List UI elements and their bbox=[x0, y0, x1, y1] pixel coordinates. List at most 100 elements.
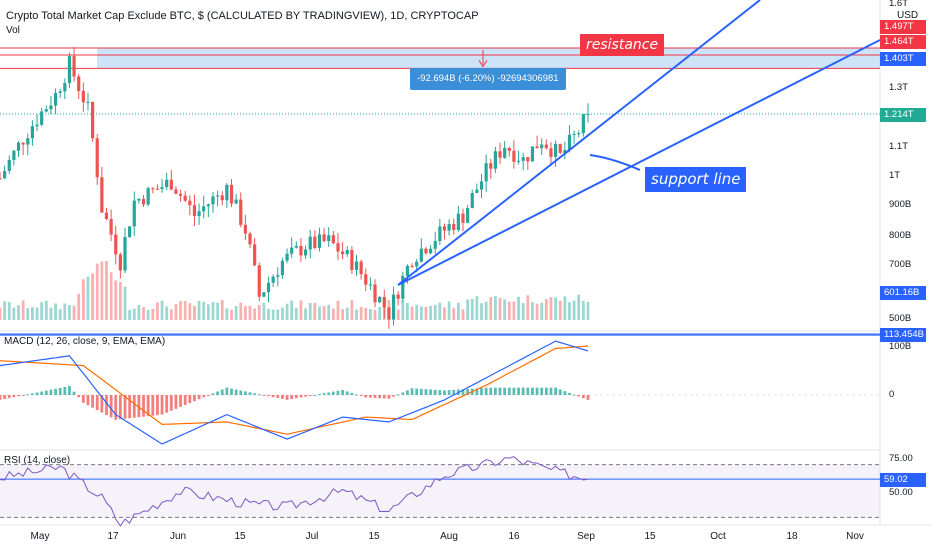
volume-bar bbox=[406, 302, 409, 320]
candle-body bbox=[160, 187, 164, 190]
resistance-label[interactable]: resistance bbox=[580, 34, 665, 56]
volume-bar bbox=[345, 307, 349, 320]
x-axis-label: 15 bbox=[644, 531, 656, 542]
macd-histogram-bar bbox=[572, 394, 576, 396]
volume-bar bbox=[517, 296, 520, 320]
macd-histogram-bar bbox=[0, 395, 2, 400]
candle-body bbox=[558, 143, 562, 153]
candle-body bbox=[67, 56, 72, 84]
candle-body bbox=[424, 248, 428, 254]
volume-bar bbox=[285, 303, 289, 320]
candle-body bbox=[526, 157, 530, 162]
volume-bar bbox=[26, 308, 30, 320]
macd-histogram-bar bbox=[443, 390, 446, 395]
volume-bar bbox=[68, 305, 71, 320]
candle-body bbox=[563, 149, 567, 153]
volume-bar bbox=[322, 306, 326, 320]
volume-bar bbox=[294, 307, 298, 320]
macd-histogram-bar bbox=[531, 387, 534, 395]
macd-histogram-bar bbox=[206, 395, 210, 396]
macd-histogram-bar bbox=[142, 395, 145, 417]
volume-bar bbox=[429, 305, 432, 320]
volume-bar bbox=[281, 307, 284, 320]
candle-body bbox=[303, 249, 308, 256]
macd-histogram-bar bbox=[123, 395, 127, 419]
support-line-label[interactable]: support line bbox=[645, 167, 747, 192]
volume-bar bbox=[95, 263, 99, 320]
macd-histogram-bar bbox=[549, 387, 553, 395]
candle-body bbox=[567, 134, 572, 150]
support-trend-line bbox=[397, 39, 881, 286]
measure-tooltip: -92.694B (-6.20%) -92694306981 bbox=[410, 68, 566, 90]
candle-body bbox=[280, 260, 285, 276]
currency-label: USD bbox=[897, 10, 919, 21]
macd-histogram-bar bbox=[109, 395, 113, 418]
candle-body bbox=[183, 195, 187, 201]
price-tick-top: 1.6T bbox=[889, 0, 909, 9]
candle-body bbox=[428, 248, 433, 254]
macd-histogram-bar bbox=[438, 390, 442, 395]
volume-bar bbox=[466, 299, 470, 320]
volume-bar bbox=[410, 306, 414, 320]
macd-histogram-bar bbox=[517, 387, 520, 395]
macd-histogram-bar bbox=[35, 392, 39, 395]
macd-tick: 0 bbox=[889, 389, 895, 400]
macd-histogram-bar bbox=[114, 395, 118, 420]
macd-histogram-bar bbox=[12, 395, 16, 398]
macd-histogram-bar bbox=[373, 395, 377, 398]
candle-body bbox=[489, 163, 493, 169]
macd-histogram-bar bbox=[100, 395, 104, 413]
macd-histogram-bar bbox=[179, 395, 182, 407]
candle-body bbox=[220, 195, 224, 201]
macd-histogram-bar bbox=[225, 387, 229, 395]
candle-body bbox=[336, 243, 340, 252]
macd-histogram-bar bbox=[424, 389, 428, 395]
macd-histogram-bar bbox=[183, 395, 187, 405]
macd-histogram-bar bbox=[95, 395, 99, 411]
macd-histogram-bar bbox=[554, 387, 557, 395]
support-callout-arrow bbox=[589, 154, 641, 171]
candle-body bbox=[151, 188, 155, 190]
x-axis-label: Nov bbox=[846, 531, 864, 542]
volume-bar bbox=[461, 309, 465, 320]
rsi-tick: 50.00 bbox=[889, 487, 913, 498]
macd-histogram-bar bbox=[234, 389, 238, 395]
macd-histogram-bar bbox=[68, 386, 71, 395]
volume-bar bbox=[299, 300, 303, 320]
volume-bar bbox=[290, 300, 294, 320]
candle-body bbox=[3, 170, 7, 179]
macd-histogram-bar bbox=[54, 388, 57, 395]
rsi-line bbox=[0, 456, 589, 527]
macd-histogram-bar bbox=[308, 395, 312, 396]
macd-histogram-bar bbox=[21, 395, 25, 396]
volume-bar bbox=[313, 302, 317, 320]
candle-body bbox=[109, 219, 113, 235]
macd-histogram-bar bbox=[318, 394, 321, 396]
candle-body bbox=[216, 195, 220, 197]
macd-histogram-bar bbox=[118, 395, 122, 420]
volume-bar bbox=[396, 309, 400, 320]
candle-body bbox=[299, 245, 303, 256]
volume-bar bbox=[151, 308, 155, 320]
macd-histogram-bar bbox=[174, 395, 178, 409]
candle-body bbox=[234, 199, 238, 204]
macd-histogram-bar bbox=[7, 395, 11, 399]
candle-body bbox=[271, 276, 275, 283]
volume-bar bbox=[452, 307, 456, 320]
macd-label: MACD (12, 26, close, 9, EMA, EMA) bbox=[4, 336, 166, 347]
candle-body bbox=[12, 150, 16, 160]
volume-bar bbox=[341, 309, 345, 320]
candle-body bbox=[378, 297, 382, 303]
volume-bar bbox=[262, 302, 266, 320]
macd-histogram-bar bbox=[105, 395, 108, 415]
candle-body bbox=[415, 261, 419, 267]
macd-histogram-bar bbox=[165, 395, 169, 413]
candle-body bbox=[396, 294, 400, 299]
candle-body bbox=[211, 196, 215, 205]
macd-histogram-bar bbox=[350, 392, 354, 395]
candle-body bbox=[405, 265, 410, 276]
volume-bar bbox=[438, 302, 442, 320]
candle-body bbox=[507, 147, 511, 151]
